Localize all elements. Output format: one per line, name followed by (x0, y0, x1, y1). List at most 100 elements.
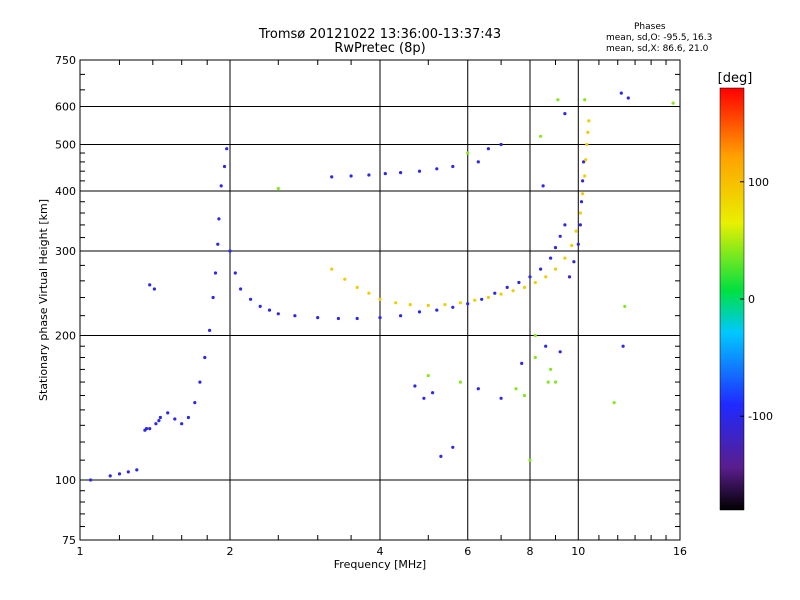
data-point-o (451, 305, 455, 309)
data-points (89, 91, 675, 482)
data-point-x (533, 280, 537, 285)
data-point-o (148, 283, 152, 287)
data-point-o (399, 314, 403, 318)
data-point-o (293, 314, 297, 318)
data-point-noise (533, 355, 537, 360)
data-point-o (330, 175, 334, 179)
data-point-noise (549, 367, 553, 371)
data-point-x (355, 285, 359, 289)
data-point-x (499, 292, 503, 296)
data-point-o (208, 328, 212, 332)
y-tick-label: 750 (55, 54, 76, 67)
x-tick-label: 10 (571, 545, 585, 558)
data-point-x (443, 303, 447, 307)
data-point-o (493, 291, 497, 295)
data-point-o-cusp (578, 223, 583, 227)
data-point-noise (612, 401, 616, 405)
data-point-o (126, 470, 130, 474)
phase-info-header: Phases (634, 22, 666, 32)
data-point-o-cusp (572, 260, 576, 264)
data-point-noise (583, 98, 587, 102)
y-tick-label: 200 (55, 330, 76, 343)
data-point-o (249, 297, 253, 301)
data-point-o (154, 422, 158, 426)
data-point-o (558, 350, 562, 354)
data-point-o (486, 147, 490, 151)
colorbar-ticks: 100 0 -100 (740, 176, 773, 423)
data-point-x (408, 303, 412, 307)
data-point-x (394, 301, 398, 305)
data-point-o (466, 302, 470, 306)
data-point-o (563, 112, 567, 116)
axis-ticks: 1 2 4 6 8 10 16 75 100 200 300 400 500 600 750 (55, 54, 687, 558)
data-point-o (152, 287, 156, 291)
data-point-o (621, 344, 625, 348)
data-point-o (193, 401, 197, 405)
data-point-x (378, 297, 382, 301)
data-point-o (276, 312, 280, 316)
data-point-o (135, 468, 139, 472)
data-point-o-cusp (567, 275, 572, 279)
x-tick-label: 4 (377, 545, 384, 558)
data-point-x (586, 130, 590, 134)
grid-lines (80, 60, 680, 540)
data-point-x (553, 267, 558, 271)
data-point-o (316, 316, 320, 320)
data-point-x (426, 303, 430, 308)
data-point-x (458, 301, 462, 305)
chart-subtitle: RwPretec (8p) (334, 41, 426, 56)
data-point-o (517, 280, 521, 285)
chart-title: Tromsø 20121022 13:36:00-13:37:43 (258, 27, 502, 42)
phase-info-x-stats: mean, sd,X: 86.6, 21.0 (606, 44, 709, 54)
data-point-o (173, 417, 177, 421)
data-point-o-cusp (581, 179, 585, 183)
data-point-o (383, 172, 387, 176)
data-point-x (367, 291, 371, 295)
data-point-noise (514, 387, 518, 391)
data-point-o (417, 310, 422, 314)
data-point-o (439, 454, 443, 458)
data-point-noise (546, 380, 550, 384)
data-point-o (544, 344, 548, 348)
data-point-noise (553, 380, 558, 384)
data-point-x (473, 298, 477, 302)
data-point-o (349, 174, 353, 178)
data-point-noise (528, 458, 532, 462)
data-point-o (367, 173, 371, 177)
data-point-noise (671, 101, 675, 105)
data-point-o (198, 380, 202, 384)
data-point-o (166, 411, 170, 415)
data-point-noise (539, 134, 543, 138)
data-point-o (549, 256, 553, 260)
data-point-o (435, 308, 439, 312)
data-point-o (528, 275, 532, 279)
data-point-noise (458, 380, 462, 384)
x-tick-label: 1 (77, 545, 84, 558)
x-tick-label: 8 (527, 545, 534, 558)
data-point-o (108, 474, 112, 478)
data-point-o (216, 242, 220, 246)
data-point-o (422, 396, 426, 400)
data-point-x (330, 267, 334, 271)
y-tick-label: 400 (55, 185, 76, 198)
data-point-o (148, 427, 152, 431)
phase-info-o-stats: mean, sd,O: -95.5, 16.3 (606, 33, 713, 43)
data-point-o (222, 164, 227, 169)
data-point-o (89, 478, 93, 482)
y-tick-label: 600 (55, 101, 76, 114)
data-point-o (399, 171, 403, 175)
y-tick-label: 300 (55, 245, 76, 258)
data-point-x (574, 229, 578, 233)
data-point-o (499, 142, 503, 147)
colorbar-tick-label: 0 (748, 293, 755, 306)
data-point-o (539, 267, 543, 271)
data-point-x (343, 277, 347, 281)
data-point-o (558, 234, 562, 238)
data-point-o (476, 160, 480, 164)
y-tick-label: 100 (55, 474, 76, 487)
data-point-o (239, 287, 243, 291)
data-point-x (563, 256, 567, 260)
data-point-noise (466, 151, 470, 155)
data-point-o (117, 472, 122, 476)
data-point-o (213, 271, 218, 275)
